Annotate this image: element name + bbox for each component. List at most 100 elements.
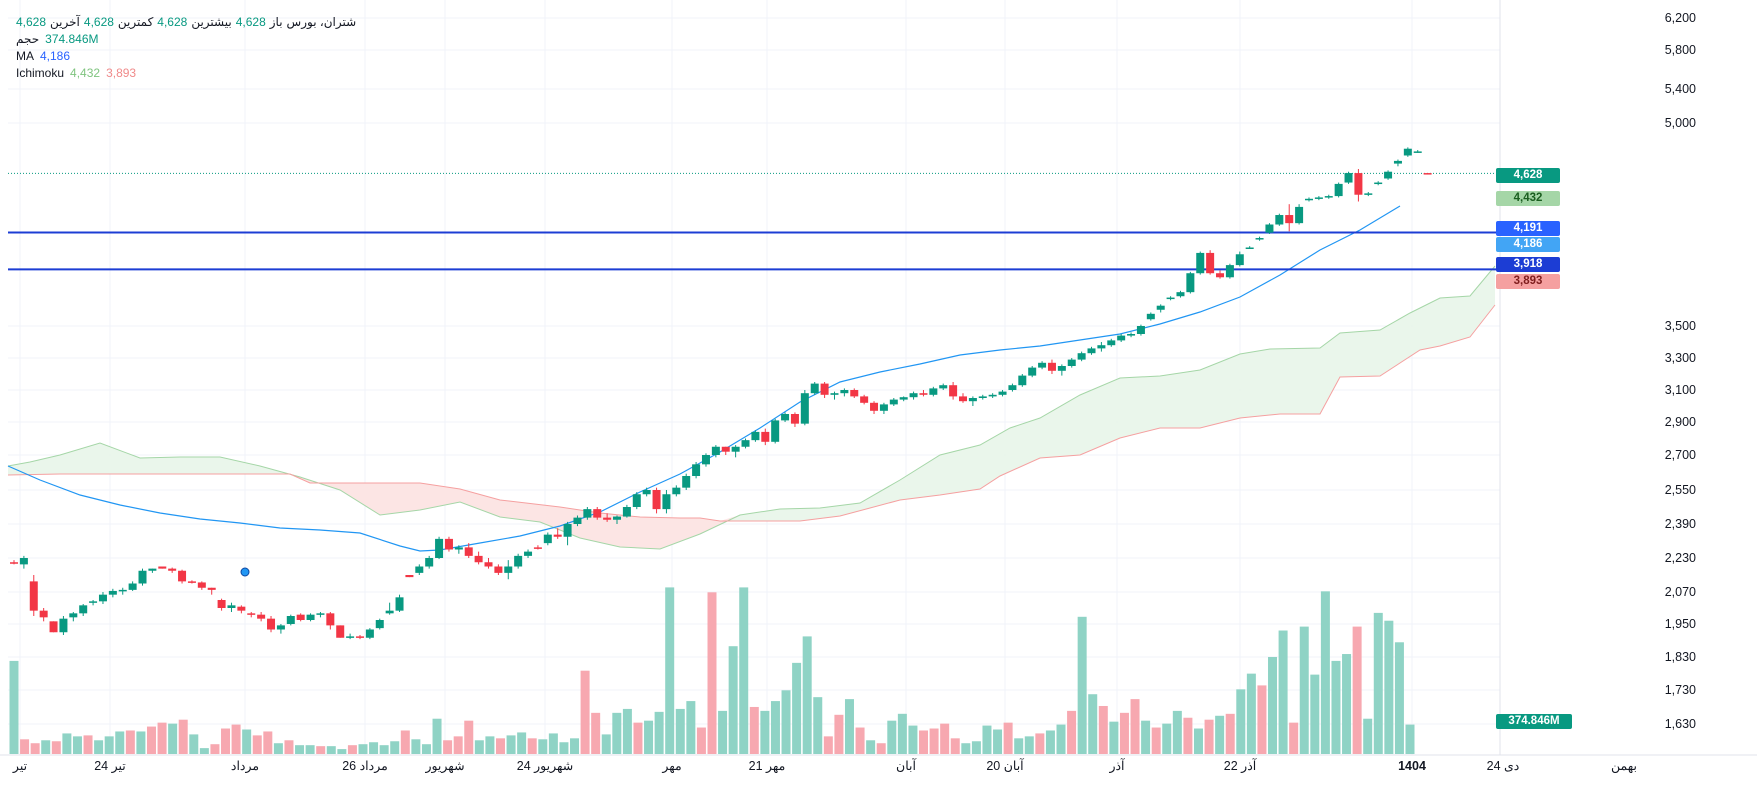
candle-body[interactable] bbox=[454, 547, 463, 550]
candle-body[interactable] bbox=[1038, 362, 1047, 368]
candle-body[interactable] bbox=[1384, 171, 1393, 179]
candle-body[interactable] bbox=[276, 625, 285, 630]
candle-body[interactable] bbox=[286, 616, 295, 624]
candle-body[interactable] bbox=[395, 597, 404, 611]
candle-body[interactable] bbox=[415, 566, 424, 573]
candle-body[interactable] bbox=[237, 606, 246, 611]
candle-body[interactable] bbox=[1057, 366, 1066, 371]
candle-body[interactable] bbox=[524, 551, 533, 556]
candles[interactable] bbox=[10, 147, 1432, 640]
candle-body[interactable] bbox=[790, 414, 799, 424]
candle-body[interactable] bbox=[1403, 148, 1412, 156]
candle-body[interactable] bbox=[820, 383, 829, 395]
candle-body[interactable] bbox=[692, 464, 701, 476]
candle-body[interactable] bbox=[622, 507, 631, 517]
symbol-name[interactable]: شتران، بورس bbox=[286, 15, 357, 29]
candle-body[interactable] bbox=[603, 517, 612, 520]
candle-body[interactable] bbox=[1285, 215, 1294, 224]
candle-body[interactable] bbox=[563, 524, 572, 537]
candle-body[interactable] bbox=[1156, 305, 1165, 310]
candle-body[interactable] bbox=[1354, 173, 1363, 195]
candle-body[interactable] bbox=[830, 393, 839, 395]
candle-body[interactable] bbox=[1245, 247, 1254, 250]
candle-body[interactable] bbox=[968, 398, 977, 402]
candle-body[interactable] bbox=[365, 629, 374, 638]
candle-body[interactable] bbox=[296, 614, 305, 620]
candle-body[interactable] bbox=[89, 601, 98, 603]
ichimoku-legend-row[interactable]: Ichimoku 4,432 3,893 bbox=[16, 65, 356, 82]
candle-body[interactable] bbox=[19, 558, 28, 565]
candle-body[interactable] bbox=[108, 590, 117, 595]
candle-body[interactable] bbox=[682, 476, 691, 488]
candle-body[interactable] bbox=[425, 558, 434, 567]
candle-body[interactable] bbox=[701, 455, 710, 465]
candle-body[interactable] bbox=[642, 490, 651, 495]
candle-body[interactable] bbox=[879, 404, 888, 411]
candle-body[interactable] bbox=[98, 594, 107, 602]
candle-body[interactable] bbox=[919, 393, 928, 395]
candle-body[interactable] bbox=[227, 605, 236, 608]
candle-body[interactable] bbox=[870, 402, 879, 411]
candle-body[interactable] bbox=[1127, 334, 1136, 336]
candle-body[interactable] bbox=[553, 534, 562, 537]
candle-body[interactable] bbox=[257, 614, 266, 619]
candle-body[interactable] bbox=[1107, 340, 1116, 346]
candle-body[interactable] bbox=[1413, 151, 1422, 153]
candle-body[interactable] bbox=[39, 610, 48, 618]
candle-body[interactable] bbox=[1265, 224, 1274, 233]
candle-body[interactable] bbox=[909, 393, 918, 398]
candle-body[interactable] bbox=[306, 614, 315, 620]
candle-body[interactable] bbox=[435, 538, 444, 558]
candle-body[interactable] bbox=[731, 446, 740, 452]
candle-body[interactable] bbox=[781, 414, 790, 421]
candle-body[interactable] bbox=[267, 618, 276, 630]
candle-body[interactable] bbox=[128, 583, 137, 590]
candle-body[interactable] bbox=[1196, 252, 1205, 274]
candle-body[interactable] bbox=[158, 566, 167, 569]
candle-body[interactable] bbox=[474, 555, 483, 563]
candle-body[interactable] bbox=[899, 397, 908, 400]
candle-body[interactable] bbox=[1295, 206, 1304, 224]
candle-body[interactable] bbox=[573, 517, 582, 524]
candle-body[interactable] bbox=[978, 396, 987, 398]
candle-body[interactable] bbox=[118, 589, 127, 592]
candle-body[interactable] bbox=[494, 566, 503, 573]
candle-body[interactable] bbox=[10, 562, 18, 564]
candle-body[interactable] bbox=[504, 566, 513, 573]
candle-body[interactable] bbox=[217, 600, 226, 608]
candle-body[interactable] bbox=[662, 494, 671, 510]
candle-body[interactable] bbox=[484, 562, 493, 567]
candle-body[interactable] bbox=[178, 570, 187, 582]
candle-body[interactable] bbox=[1136, 326, 1145, 334]
candle-body[interactable] bbox=[1364, 193, 1373, 195]
candle-body[interactable] bbox=[652, 490, 661, 510]
candle-body[interactable] bbox=[1334, 183, 1343, 197]
candle-body[interactable] bbox=[336, 625, 345, 638]
candle-body[interactable] bbox=[1216, 273, 1225, 278]
candle-body[interactable] bbox=[355, 636, 364, 638]
candle-body[interactable] bbox=[207, 587, 216, 590]
candle-body[interactable] bbox=[741, 440, 750, 447]
candle-body[interactable] bbox=[168, 568, 177, 571]
candle-body[interactable] bbox=[771, 420, 780, 442]
candle-body[interactable] bbox=[632, 494, 641, 507]
candle-body[interactable] bbox=[751, 431, 760, 441]
horizontal-levels[interactable] bbox=[8, 172, 1496, 577]
candle-body[interactable] bbox=[1087, 348, 1096, 354]
candle-body[interactable] bbox=[1344, 173, 1353, 183]
candle-body[interactable] bbox=[514, 555, 523, 567]
candle-body[interactable] bbox=[1008, 385, 1017, 390]
candle-body[interactable] bbox=[1255, 238, 1264, 240]
candle-body[interactable] bbox=[148, 568, 157, 571]
candle-body[interactable] bbox=[1117, 335, 1126, 341]
candle-body[interactable] bbox=[1314, 197, 1323, 199]
candle-body[interactable] bbox=[346, 636, 355, 638]
candle-body[interactable] bbox=[79, 605, 88, 614]
candle-body[interactable] bbox=[247, 613, 256, 615]
candle-body[interactable] bbox=[1206, 252, 1215, 274]
candle-body[interactable] bbox=[810, 383, 819, 394]
candle-body[interactable] bbox=[1047, 362, 1056, 371]
candle-body[interactable] bbox=[958, 396, 967, 402]
candle-body[interactable] bbox=[939, 385, 948, 389]
